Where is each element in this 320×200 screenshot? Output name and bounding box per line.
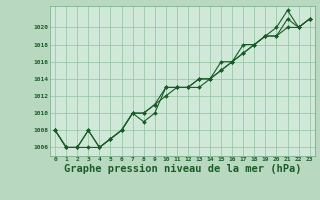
X-axis label: Graphe pression niveau de la mer (hPa): Graphe pression niveau de la mer (hPa): [64, 164, 301, 174]
